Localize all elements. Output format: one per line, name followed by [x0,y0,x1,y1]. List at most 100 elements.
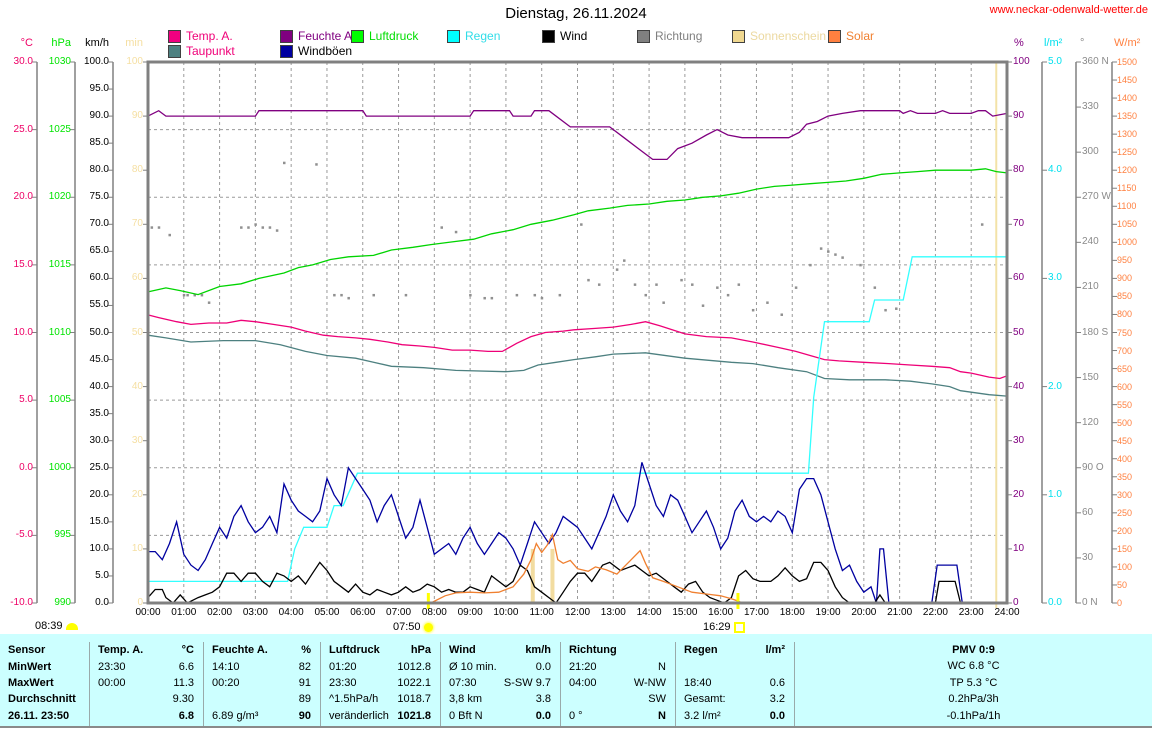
table-col-luftdruck: Luftdruck hPa 01:20 1012.8 23:30 1022.1 ^1.5hP… [321,642,441,726]
x-axis-label: 22:00 [922,607,948,618]
axis-tick-l/m²: 3.0 [1048,272,1062,284]
axis-tick-W/m²: 100 [1117,561,1133,572]
row-label: MaxWert [8,676,54,689]
axis-tick-W/m²: 450 [1117,435,1133,446]
direction-dot [347,296,350,300]
axis-tick-km/h: 85.0 [89,137,109,149]
x-axis-label: 01:00 [171,607,197,618]
axis-tick-°: 150 [1082,371,1099,383]
legend-item-taupunkt: Taupunkt [168,44,235,58]
direction-dot [157,226,161,229]
axis-tick-°C: 0.0 [19,461,33,473]
sunshine-bar [530,548,535,603]
legend-swatch-icon [637,29,650,43]
table-cell: 18:40 0.6 [684,676,785,689]
direction-dot [655,283,658,286]
axis-tick-km/h: 75.0 [89,191,109,203]
direction-dot [580,223,583,226]
direction-dot [827,250,830,253]
axis-tick-W/m²: 850 [1117,291,1133,302]
axis-tick-°: 0 N [1082,597,1098,608]
direction-dot [716,286,719,289]
axis-tick-%: 70 [1013,218,1025,230]
day-length-sun-icon [65,622,78,630]
axis-tick-%: 0 [1013,597,1019,608]
legend-label: Temp. A. [186,29,233,43]
x-axis-label: 20:00 [851,607,877,618]
table-cell: 00:00 11.3 [98,676,194,689]
axis-tick-km/h: 95.0 [89,83,109,95]
axis-tick-%: 10 [1013,542,1025,554]
x-axis-label: 19:00 [815,607,841,618]
axis-tick-km/h: 0.0 [95,597,109,608]
direction-dot [834,253,837,256]
direction-dot [680,278,683,282]
sunrise-annotation: 07:50 [393,621,433,633]
axis-unit-°: ° [1080,37,1085,49]
axis-tick-°C: 5.0 [19,394,33,406]
axis-tick-km/h: 65.0 [89,245,109,257]
table-cell: ^1.5hPa/h 1018.7 [329,693,431,706]
axis-tick-°: 180 S [1082,326,1109,338]
sunset-icon [733,621,745,633]
axis-tick-W/m²: 0 [1117,598,1123,608]
axis-unit-°C: °C [20,37,33,49]
axis-tick-min: 50 [131,326,143,338]
column-header: Luftdruck hPa [329,644,431,657]
axis-tick-°: 300 [1082,146,1099,158]
table-cell [676,658,794,674]
table-cell: 0 Bft N 0.0 [449,709,551,722]
axis-tick-W/m²: 800 [1117,309,1133,320]
direction-dot [454,230,458,234]
series-line-luftdruck [147,168,1008,296]
axis-tick-W/m²: 1400 [1117,93,1138,104]
axis-unit-W/m²: W/m² [1114,37,1141,49]
row-label: MinWert [8,660,52,673]
table-cell: 89 [298,693,311,706]
legend-label: Sonnenschein [750,29,827,43]
website-link[interactable]: www.neckar-odenwald-wetter.de [989,4,1148,16]
axis-tick-W/m²: 1200 [1117,165,1138,176]
axis-tick-hPa: 1020 [48,191,71,203]
direction-dot [780,313,784,316]
axis-tick-min: 90 [131,110,143,122]
axis-unit-%: % [1014,37,1024,49]
axis-tick-%: 60 [1013,272,1025,284]
direction-dot [794,286,798,289]
column-header: Feuchte A.% [212,644,311,657]
table-cell: 14:10 82 [212,660,311,673]
sunshine-bar [550,548,555,603]
x-axis-label: 06:00 [350,607,376,618]
x-axis-label: 00:00 [135,607,161,618]
legend-item-richtung: Richtung [637,29,703,43]
axis-tick-l/m²: 4.0 [1048,164,1062,176]
direction-dot [207,301,211,304]
row-label: Sensor [8,644,46,657]
axis-tick-l/m²: 5.0 [1048,56,1062,67]
axis-tick-°C: 10.0 [13,326,33,338]
legend-label: Richtung [655,29,703,43]
legend-item-wind: Wind [542,29,587,43]
direction-dot [873,286,877,289]
series-line-wind [147,561,1007,604]
axis-tick-W/m²: 500 [1117,417,1133,428]
direction-dot [701,304,705,307]
legend-label: Solar [846,29,875,43]
series-line-taupunkt [147,334,1008,397]
axis-tick-min: 20 [131,488,143,500]
axis-tick-°C: 15.0 [13,258,33,270]
axis-tick-km/h: 60.0 [89,272,109,284]
axis-tick-%: 100 [1013,56,1030,67]
axis-tick-W/m²: 700 [1117,345,1133,356]
x-axis-label: 17:00 [743,607,769,618]
column-header: Temp. A. °C [98,644,194,657]
axis-tick-W/m²: 1300 [1117,129,1138,140]
axis-tick-hPa: 1015 [48,258,71,270]
legend-swatch-icon [732,29,745,43]
direction-dot [766,301,769,304]
table-cell: veränderlich 1021.8 [329,709,431,722]
axis-tick-°C: 30.0 [13,56,33,67]
direction-dot [884,308,887,312]
x-axis-label: 04:00 [278,607,304,618]
axis-tick-W/m²: 400 [1117,453,1133,464]
